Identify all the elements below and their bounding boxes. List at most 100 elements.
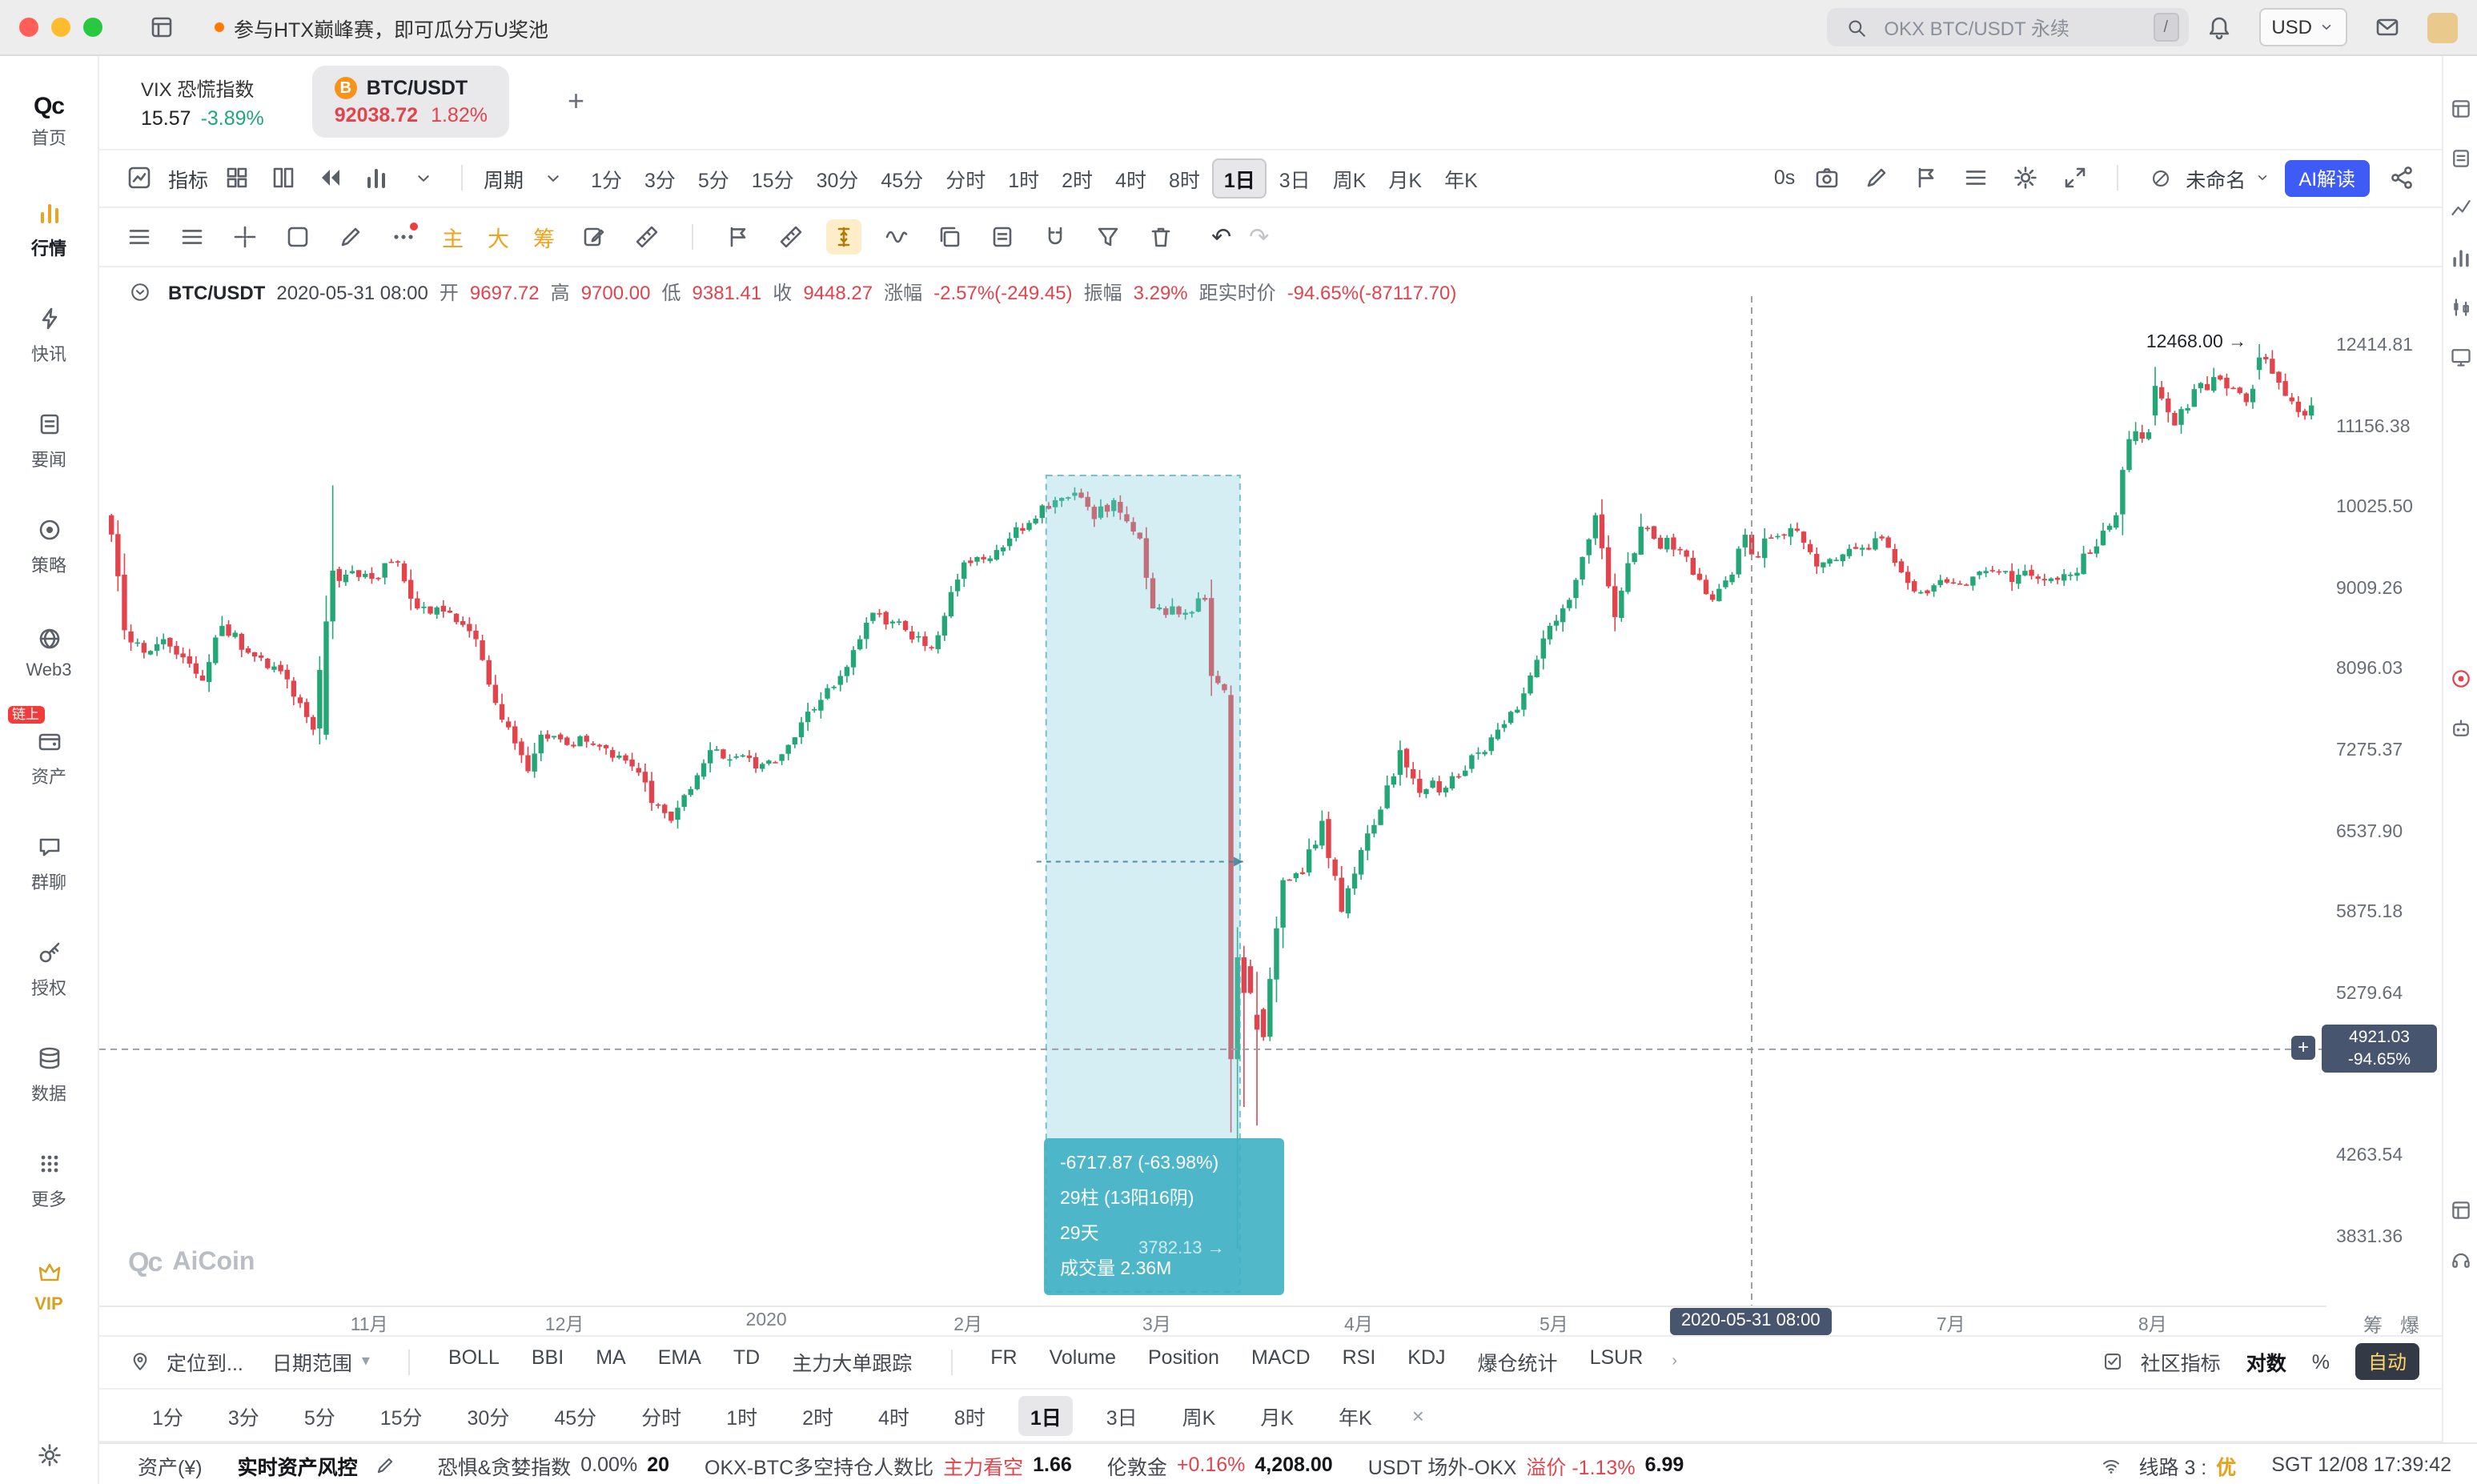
messages-mail-icon[interactable] xyxy=(2370,10,2405,45)
rectangle-tool-icon[interactable] xyxy=(280,219,315,255)
columns-icon[interactable] xyxy=(266,161,301,196)
sidebar-item-more[interactable]: 更多 xyxy=(4,1125,94,1231)
notifications-bell-icon[interactable] xyxy=(2201,10,2236,45)
usdt-premium[interactable]: USDT 场外-OKX 溢价 -1.13% 6.99 xyxy=(1367,1454,1684,1478)
timeframe-分时[interactable]: 分时 xyxy=(641,1406,682,1430)
axis-toggle-爆[interactable]: 爆 xyxy=(2399,1314,2419,1337)
percent-scale-toggle[interactable]: % xyxy=(2311,1350,2330,1374)
bookmark-icon[interactable] xyxy=(1909,161,1944,196)
timeframe-8时[interactable]: 8时 xyxy=(953,1406,986,1430)
add-tab-button[interactable]: + xyxy=(567,85,584,118)
announcement[interactable]: 参与HTX巅峰赛，即可瓜分万U奖池 xyxy=(215,12,548,42)
edit-pencil-icon[interactable] xyxy=(367,1447,403,1482)
mini-window-icon[interactable] xyxy=(2446,1196,2475,1225)
angle-ruler-icon[interactable] xyxy=(628,219,664,255)
sub-indicator-FR[interactable]: FR xyxy=(990,1346,1018,1370)
indicator-EMA[interactable]: EMA xyxy=(657,1346,701,1370)
sub-indicator-KDJ[interactable]: KDJ xyxy=(1407,1346,1446,1370)
indicator-label[interactable]: 指标 xyxy=(168,169,209,192)
network-line-status[interactable]: 线路 3 : 优 xyxy=(2094,1447,2236,1482)
trash-icon[interactable] xyxy=(1142,219,1178,255)
clipboard-icon[interactable] xyxy=(984,219,1019,255)
support-headset-icon[interactable] xyxy=(2446,1245,2475,1274)
sidebar-item-market[interactable]: 行情 xyxy=(4,174,94,280)
timeframe-2时[interactable]: 2时 xyxy=(1062,169,1094,192)
asset-label[interactable]: 资产(¥) xyxy=(138,1456,203,1478)
timeframe-1时[interactable]: 1时 xyxy=(1008,169,1040,192)
template-dropdown[interactable]: 未命名 xyxy=(2142,161,2270,196)
timeframe-周K[interactable]: 周K xyxy=(1332,169,1367,192)
timeframe-3日[interactable]: 3日 xyxy=(1106,1406,1138,1430)
timeframe-5分[interactable]: 5分 xyxy=(303,1406,335,1430)
undo-icon[interactable]: ↶ xyxy=(1211,224,1232,252)
currency-dropdown[interactable]: USD xyxy=(2258,8,2347,46)
more-tools-icon[interactable] xyxy=(386,219,421,255)
trend-icon[interactable] xyxy=(2446,194,2475,223)
london-gold[interactable]: 伦敦金 +0.16% 4,208.00 xyxy=(1106,1454,1333,1478)
ruler-icon[interactable] xyxy=(773,219,808,255)
settings-gear-icon[interactable] xyxy=(31,1438,66,1473)
redo-icon[interactable]: ↷ xyxy=(1249,224,1270,252)
timeframe-1日[interactable]: 1日 xyxy=(1212,158,1267,199)
timeframe-1时[interactable]: 1时 xyxy=(726,1406,758,1430)
timeframe-1日[interactable]: 1日 xyxy=(1018,1395,1073,1436)
chevron-down-icon[interactable] xyxy=(405,161,440,196)
timeframe-4时[interactable]: 4时 xyxy=(878,1406,909,1430)
pencil-icon[interactable] xyxy=(1859,161,1894,196)
close-timeframe-bar-icon[interactable]: × xyxy=(1411,1403,1424,1428)
ai-analysis-button[interactable]: AI解读 xyxy=(2284,159,2370,197)
chart-size-chip-2[interactable]: 大 xyxy=(488,227,509,252)
daterange-dropdown[interactable]: 日期范围 ▾ xyxy=(271,1353,370,1376)
replay-rewind-icon[interactable] xyxy=(312,161,347,196)
grid-layout-icon[interactable] xyxy=(219,161,255,196)
filter-icon[interactable] xyxy=(1090,219,1125,255)
sidebar-item-groupchat[interactable]: 群聊 xyxy=(4,808,94,914)
indicator-BBI[interactable]: BBI xyxy=(531,1346,564,1370)
timeframe-30分[interactable]: 30分 xyxy=(467,1406,510,1430)
timeframe-3分[interactable]: 3分 xyxy=(644,169,676,192)
timeframe-1分[interactable]: 1分 xyxy=(152,1406,183,1430)
timeframe-5分[interactable]: 5分 xyxy=(697,169,729,192)
search-input[interactable]: OKX BTC/USDT 永续 / xyxy=(1826,8,2189,46)
copy-icon[interactable] xyxy=(931,219,966,255)
timeframe-4时[interactable]: 4时 xyxy=(1115,169,1146,192)
sidebar-settings[interactable] xyxy=(31,1438,66,1473)
period-chevron-icon[interactable] xyxy=(535,161,570,196)
timeframe-年K[interactable]: 年K xyxy=(1339,1406,1372,1430)
chart-size-chip-1[interactable]: 主 xyxy=(442,227,464,252)
sidebar-item-vip[interactable]: VIP xyxy=(4,1231,94,1337)
timeframe-8时[interactable]: 8时 xyxy=(1168,169,1200,192)
indicator-MA[interactable]: MA xyxy=(596,1346,626,1370)
sub-indicator-MACD[interactable]: MACD xyxy=(1251,1346,1311,1370)
auto-scale-toggle[interactable]: 自动 xyxy=(2355,1343,2419,1381)
timeframe-15分[interactable]: 15分 xyxy=(751,169,794,192)
lines-menu-icon[interactable] xyxy=(122,219,157,255)
layers-menu-icon[interactable] xyxy=(175,219,210,255)
stats-icon[interactable] xyxy=(2446,243,2475,272)
sidebar-item-data[interactable]: 数据 xyxy=(4,1020,94,1125)
tab-btcusdt[interactable]: B BTC/USDT 92038.72 1.82% xyxy=(311,66,510,138)
crosshair-icon[interactable] xyxy=(227,219,263,255)
live-alert-icon[interactable] xyxy=(2446,664,2475,693)
timeframe-月K[interactable]: 月K xyxy=(1388,169,1423,192)
add-alert-button[interactable]: + xyxy=(2291,1036,2315,1061)
chart-size-chip-3[interactable]: 筹 xyxy=(533,227,555,252)
layout-panels-icon[interactable] xyxy=(2446,94,2475,123)
sidebar-item-news[interactable]: 要闻 xyxy=(4,386,94,491)
sidebar-item-flashnews[interactable]: 快讯 xyxy=(4,280,94,386)
timeframe-月K[interactable]: 月K xyxy=(1260,1406,1294,1430)
volume-bars-icon[interactable] xyxy=(359,161,394,196)
timeframe-3分[interactable]: 3分 xyxy=(227,1406,259,1430)
ai-robot-icon[interactable] xyxy=(2446,714,2475,743)
gear-icon[interactable] xyxy=(2008,161,2043,196)
timeframe-30分[interactable]: 30分 xyxy=(816,169,859,192)
share-icon[interactable] xyxy=(2384,161,2419,196)
indicator-TD[interactable]: TD xyxy=(733,1346,761,1370)
minimize-window-button[interactable] xyxy=(51,18,70,37)
camera-icon[interactable] xyxy=(1809,161,1845,196)
sidebar-item-authorize[interactable]: 授权 xyxy=(4,914,94,1020)
timeframe-分时[interactable]: 分时 xyxy=(945,169,986,192)
timeframe-15分[interactable]: 15分 xyxy=(379,1406,423,1430)
indicator-icon[interactable] xyxy=(122,161,157,196)
community-indicator-toggle[interactable]: 社区指标 xyxy=(2096,1345,2221,1380)
